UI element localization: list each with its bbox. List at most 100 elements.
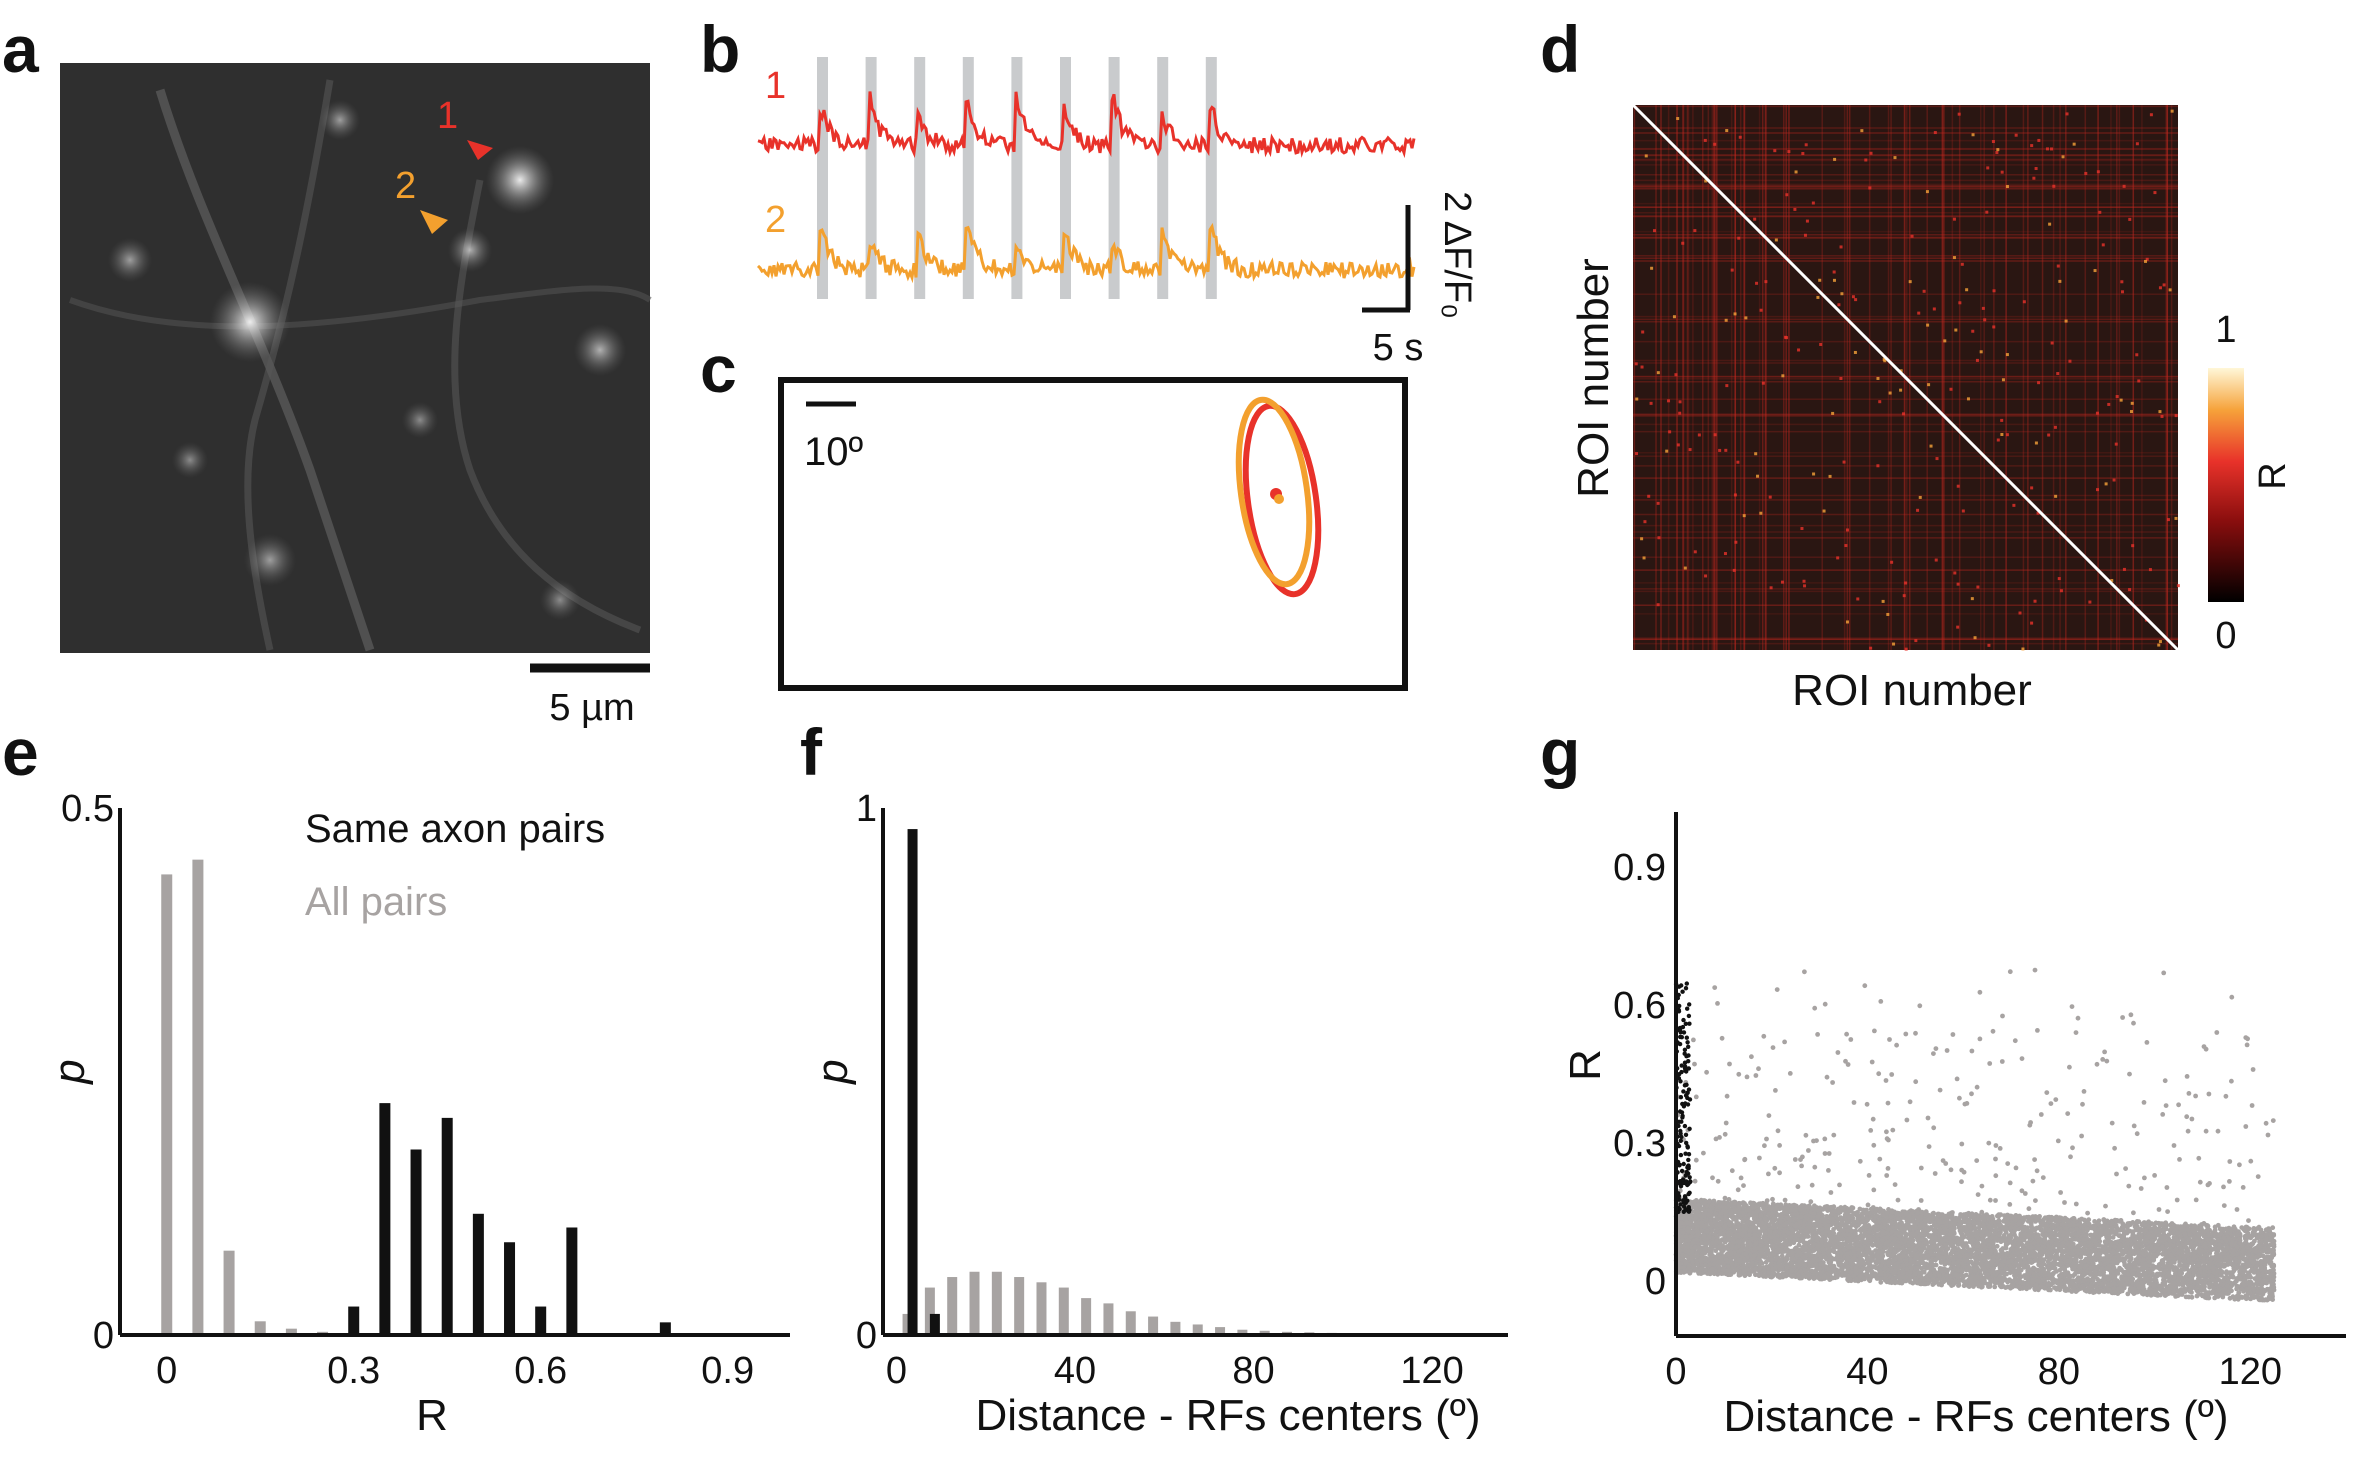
scatter-point <box>1933 1046 1939 1051</box>
matrix-cell <box>1882 357 1886 361</box>
matrix-cell <box>2120 290 2124 294</box>
matrix-cell <box>1992 289 1996 293</box>
x-tick-label: 0 <box>156 1350 177 1392</box>
matrix-cell <box>2130 401 2134 405</box>
legend-same-axon: Same axon pairs <box>305 807 605 851</box>
matrix-cell <box>1704 179 1708 183</box>
matrix-cell <box>1764 280 1768 284</box>
scatter-point <box>1862 983 1868 989</box>
matrix-cell <box>1991 140 1995 144</box>
matrix-cell <box>2145 257 2149 261</box>
stimulus-bars <box>817 57 1217 299</box>
scatter-point <box>2160 1112 2166 1117</box>
scatter-point <box>2022 1191 2028 1196</box>
scatter-point <box>1715 1178 1721 1184</box>
matrix-cell <box>1744 316 1748 320</box>
matrix-cell <box>1647 494 1651 498</box>
scatter-point <box>2248 1158 2254 1164</box>
matrix-cell <box>1954 328 1958 332</box>
matrix-cell <box>2000 170 2004 174</box>
matrix-cell <box>2054 494 2058 498</box>
scatter-point <box>1969 1048 1975 1054</box>
matrix-structure <box>1633 105 2180 651</box>
matrix-cell <box>2096 488 2100 492</box>
matrix-cell <box>2084 171 2088 175</box>
scatter-point <box>1871 1187 1877 1193</box>
scatter-point <box>1812 1005 1818 1011</box>
scatter-point <box>2177 1157 2182 1162</box>
matrix-cell <box>1927 383 1931 387</box>
y-axis-label: p <box>808 1059 857 1085</box>
scatter-point <box>2126 1183 2132 1189</box>
scatter-point <box>2171 1143 2177 1148</box>
scatter-point <box>2012 1038 2018 1044</box>
matrix-cell <box>1995 151 1999 155</box>
scatter-point <box>1864 1101 1870 1107</box>
bar-same-axon <box>535 1306 547 1335</box>
matrix-cell <box>1693 550 1697 554</box>
matrix-cell <box>1986 166 1990 170</box>
matrix-cell <box>2000 432 2004 436</box>
matrix-cell <box>1868 186 1872 190</box>
matrix-cell <box>1845 528 1849 532</box>
bar-all-pairs <box>254 1321 266 1335</box>
matrix-cell <box>2122 567 2126 571</box>
matrix-cell <box>2068 359 2072 363</box>
scatter-point <box>2161 970 2167 976</box>
scatter-point <box>1961 1169 1967 1175</box>
matrix-cell <box>1693 229 1697 233</box>
matrix-cell <box>2096 170 2100 174</box>
scatter-point <box>2005 1161 2011 1166</box>
matrix-cell <box>1657 536 1661 540</box>
stimulus-bar <box>962 57 974 299</box>
scatter-point <box>1766 1113 1772 1118</box>
matrix-cell <box>1836 556 1840 560</box>
x-axis-label: R <box>416 1391 448 1440</box>
matrix-cell <box>1956 582 1960 586</box>
matrix-cell <box>1966 397 1970 401</box>
matrix-cell <box>1831 411 1835 415</box>
bar-same-axon <box>659 1322 671 1335</box>
scatter-point <box>1774 987 1780 992</box>
scale-c-label: 10º <box>804 430 863 474</box>
scatter-point <box>1830 1080 1835 1085</box>
matrix-cell <box>1737 236 1741 240</box>
scatter-point <box>1997 1146 2003 1151</box>
matrix-cell <box>2107 402 2111 406</box>
matrix-cell <box>2120 280 2124 284</box>
matrix-cell <box>1881 599 1885 603</box>
bar-all-pairs <box>1259 1330 1270 1335</box>
matrix-cell <box>1956 625 1960 629</box>
scatter-point <box>1848 1037 1854 1042</box>
scatter-point <box>1735 1187 1741 1193</box>
matrix-cell <box>2022 300 2026 304</box>
matrix-cell <box>1733 493 1737 497</box>
scatter-point <box>1993 1143 1999 1148</box>
scatter-point <box>2114 1171 2119 1177</box>
scatter-point <box>1933 1247 1939 1253</box>
scatter-point <box>1954 1076 1960 1082</box>
amp-scalebar-label: 2 ΔF/F₀ <box>1436 191 1478 319</box>
scatter-point <box>2007 1180 2013 1186</box>
matrix-cell <box>1656 501 1660 505</box>
matrix-cell <box>1934 558 1938 562</box>
matrix-cell <box>2034 441 2038 445</box>
bar-all-pairs <box>161 874 173 1335</box>
bar-same-axon <box>504 1242 516 1335</box>
matrix-cell <box>1981 306 1985 310</box>
y-axis-label: p <box>45 1059 94 1085</box>
scatter-point <box>2193 1197 2199 1203</box>
scatter-point <box>2019 1056 2025 1061</box>
bar-all-pairs <box>223 1250 235 1335</box>
scatter-point <box>1918 1198 1924 1203</box>
scatter-point <box>2068 1154 2073 1160</box>
y-tick-label: 0 <box>856 1315 877 1357</box>
matrix-cell <box>2053 425 2057 429</box>
matrix-cell <box>2021 647 2025 651</box>
matrix-cell <box>1738 135 1742 139</box>
bar-all-pairs <box>1148 1316 1159 1335</box>
scatter-point <box>1877 1156 1883 1162</box>
legend-all-pairs: All pairs <box>305 880 447 924</box>
